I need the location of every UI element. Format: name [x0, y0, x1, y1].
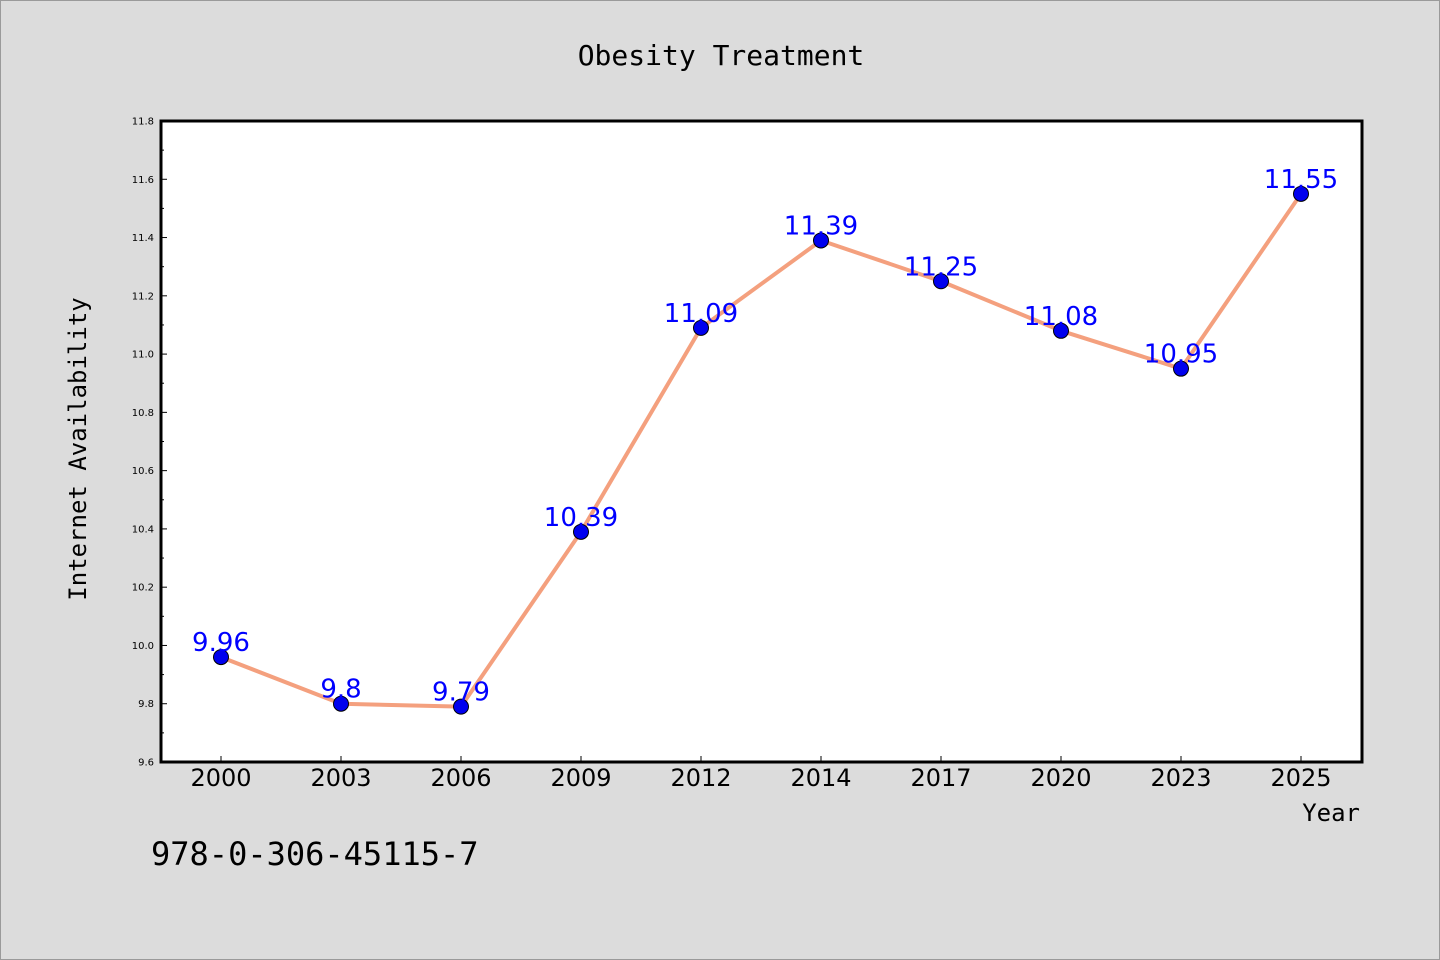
x-tick-label: 2017: [910, 764, 971, 792]
data-value-label: 10.95: [1144, 340, 1218, 370]
y-tick-label: 10.2: [132, 583, 154, 594]
x-axis-ticks: 2000 2003 2006 2009 2012 2014 2017 2020 2023 2025: [190, 756, 1332, 792]
x-axis-label: Year: [1302, 799, 1360, 827]
y-tick-label: 11.6: [132, 175, 154, 186]
y-tick-label: 9.6: [138, 758, 154, 769]
x-tick-label: 2014: [790, 764, 851, 792]
data-point-marker: [213, 649, 229, 666]
data-value-label: 11.08: [1024, 302, 1098, 332]
data-point-marker: [813, 232, 829, 249]
data-point-marker: [1053, 322, 1069, 339]
y-tick-label: 10.6: [132, 466, 154, 477]
data-value-label: 11.25: [904, 252, 978, 282]
y-tick-label: 11.8: [132, 117, 154, 128]
data-value-label: 11.39: [784, 211, 858, 241]
chart-title: Obesity Treatment: [578, 39, 865, 72]
data-point-marker: [693, 319, 709, 336]
x-tick-label: 2023: [1150, 764, 1211, 792]
x-tick-label: 2000: [190, 764, 251, 792]
y-tick-label: 10.0: [132, 641, 154, 652]
x-tick-label: 2009: [550, 764, 611, 792]
x-tick-label: 2003: [310, 764, 371, 792]
data-value-label: 9.8: [320, 675, 361, 705]
data-point-marker: [1293, 185, 1309, 202]
data-point-marker: [333, 695, 349, 712]
x-tick-label: 2025: [1270, 764, 1331, 792]
data-labels: 9.96 9.8 9.79 10.39 11.09 11.39 11.25 11.08 10.9…: [192, 165, 1338, 708]
data-markers: [213, 185, 1309, 715]
y-tick-label: 10.4: [132, 524, 154, 535]
data-value-label: 10.39: [544, 503, 618, 533]
x-tick-label: 2020: [1030, 764, 1091, 792]
series-line: [220, 192, 1303, 709]
y-tick-label: 10.8: [132, 408, 154, 419]
data-value-label: 11.55: [1264, 165, 1338, 195]
plot-area: [159, 119, 1364, 764]
y-tick-label: 11.2: [132, 291, 154, 302]
data-value-label: 11.09: [664, 299, 738, 329]
data-value-label: 9.96: [192, 628, 250, 658]
data-point-marker: [573, 523, 589, 540]
x-tick-label: 2006: [430, 764, 491, 792]
data-point-marker: [1173, 360, 1189, 377]
data-point-marker: [933, 273, 949, 290]
isbn-footnote: 978-0-306-45115-7: [151, 835, 479, 873]
y-tick-label: 11.4: [132, 233, 154, 244]
y-axis-ticks: 9.6 9.8 10.0 10.2 10.4 10.6 10.8 11.0 11.2 11.4 11…: [132, 117, 167, 769]
y-tick-label: 9.8: [138, 699, 154, 710]
y-tick-label: 11.0: [132, 350, 154, 361]
x-tick-label: 2012: [670, 764, 731, 792]
data-point-marker: [453, 698, 469, 715]
data-value-label: 9.79: [432, 678, 490, 708]
y-axis-label: Internet Availability: [64, 297, 92, 600]
